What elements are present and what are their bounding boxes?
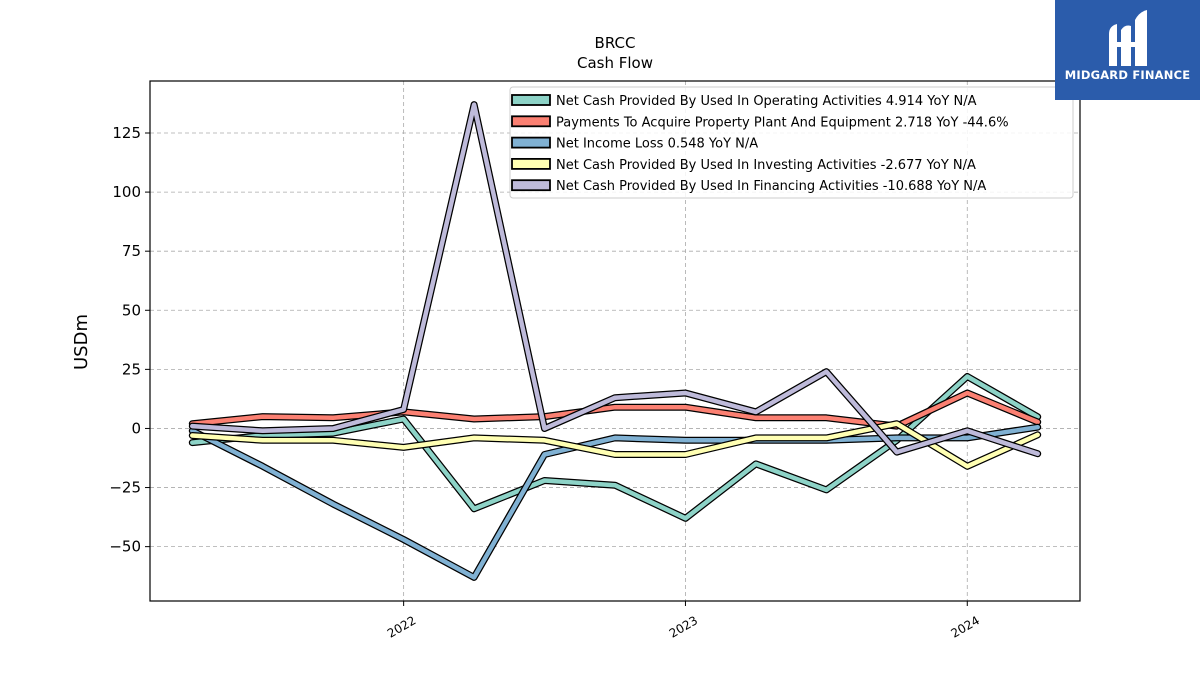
y-tick-label: 100 bbox=[112, 183, 141, 201]
x-tick-label: 2022 bbox=[385, 613, 418, 640]
y-axis-ticks: −50 −25 0 25 50 75 100 125 bbox=[109, 124, 150, 556]
x-tick-label: 2023 bbox=[667, 613, 700, 640]
chart-subtitle: Cash Flow bbox=[577, 54, 653, 72]
y-tick-label: −25 bbox=[109, 479, 141, 497]
y-tick-label: 50 bbox=[122, 301, 141, 319]
legend-label: Payments To Acquire Property Plant And E… bbox=[556, 115, 1009, 130]
legend-label: Net Cash Provided By Used In Investing A… bbox=[556, 158, 976, 173]
legend-label: Net Income Loss 0.548 YoY N/A bbox=[556, 137, 758, 152]
midgard-logo-icon bbox=[1103, 8, 1153, 68]
x-tick-label: 2024 bbox=[949, 613, 982, 640]
legend-swatch bbox=[512, 95, 550, 105]
legend-swatch bbox=[512, 180, 550, 190]
brand-name: MIDGARD FINANCE bbox=[1055, 68, 1200, 82]
brand-logo: MIDGARD FINANCE bbox=[1055, 0, 1200, 100]
legend-label: Net Cash Provided By Used In Financing A… bbox=[556, 179, 986, 194]
legend-swatch bbox=[512, 138, 550, 148]
legend-swatch bbox=[512, 116, 550, 126]
y-axis-label: USDm bbox=[71, 314, 92, 370]
cash-flow-chart: BRCC Cash Flow USDm −50−250255075100125 … bbox=[0, 0, 1200, 675]
y-tick-label: 75 bbox=[122, 242, 141, 260]
y-tick-label: 0 bbox=[131, 419, 141, 437]
y-tick-label: 125 bbox=[112, 124, 141, 142]
x-axis-ticks: 2022 2023 2024 bbox=[385, 601, 982, 641]
legend-label: Net Cash Provided By Used In Operating A… bbox=[556, 94, 977, 109]
legend-swatch bbox=[512, 159, 550, 169]
y-tick-label: 25 bbox=[122, 360, 141, 378]
y-tick-label: −50 bbox=[109, 538, 141, 556]
chart-title: BRCC bbox=[595, 34, 636, 52]
legend: Net Cash Provided By Used In Operating A… bbox=[510, 87, 1073, 198]
